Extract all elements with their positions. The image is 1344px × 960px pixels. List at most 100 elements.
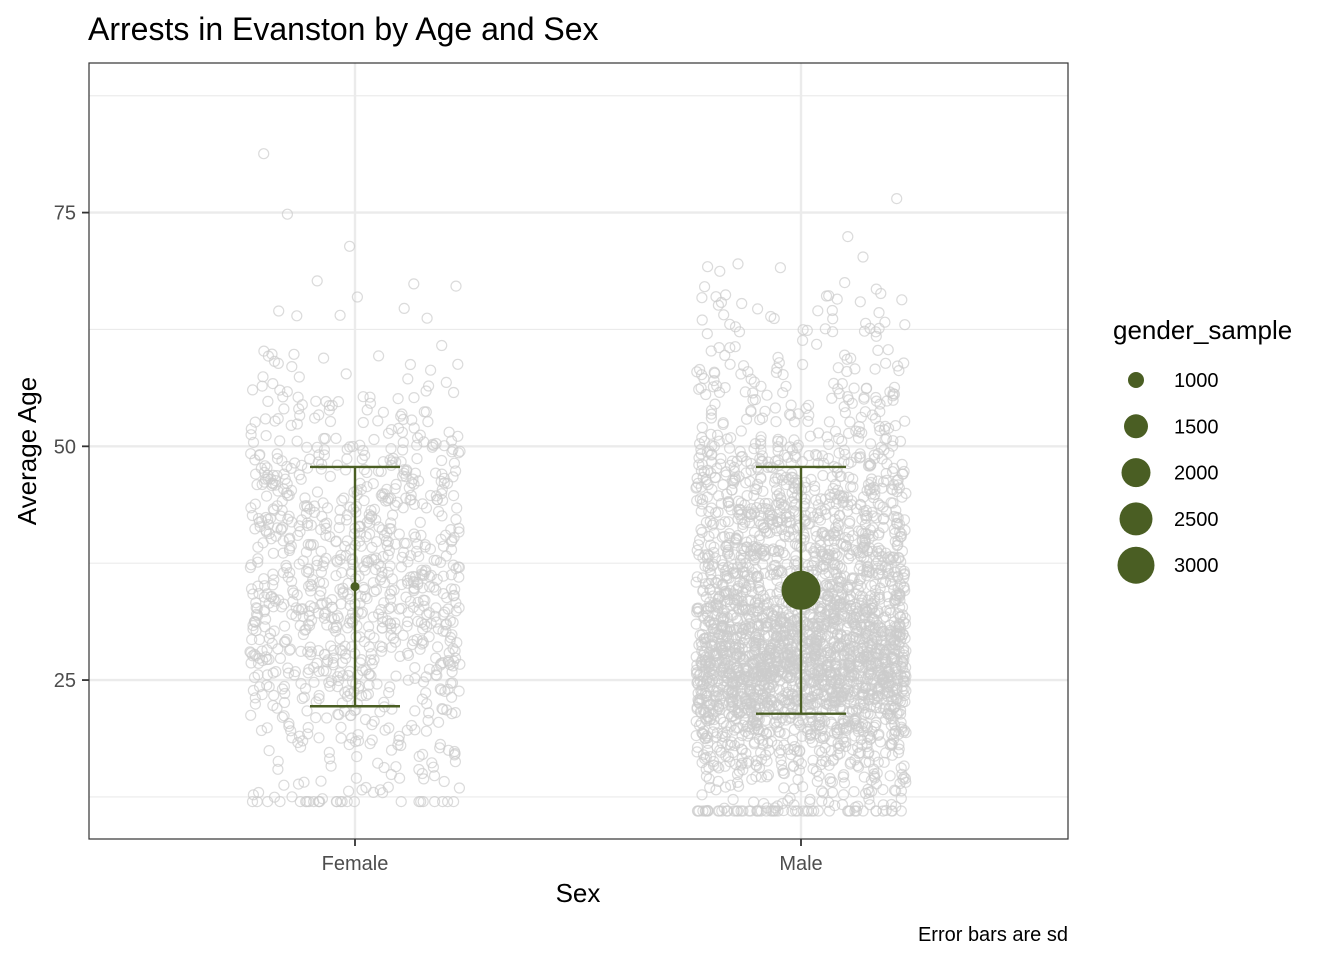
jitter-point — [296, 692, 308, 705]
jitter-point — [858, 505, 870, 517]
jitter-point — [450, 597, 462, 609]
jitter-point — [315, 545, 327, 557]
jitter-point — [382, 781, 394, 793]
jitter-point — [810, 765, 823, 777]
jitter-point — [855, 721, 868, 734]
legend-key — [1124, 414, 1148, 439]
jitter-point — [330, 432, 342, 444]
jitter-point — [788, 416, 801, 428]
jitter-point — [268, 574, 280, 586]
jitter-point — [713, 590, 726, 602]
jitter-point — [336, 494, 348, 507]
jitter-point — [275, 510, 287, 522]
jitter-point — [287, 584, 299, 596]
jitter-point — [892, 539, 904, 551]
jitter-point — [852, 432, 865, 444]
jitter-point — [420, 687, 432, 699]
jitter-point — [440, 529, 452, 541]
jitter-point — [759, 405, 771, 417]
jitter-point — [364, 528, 376, 540]
jitter-point — [712, 490, 725, 502]
legend-label: 1500 — [1174, 416, 1219, 438]
jitter-point — [745, 697, 757, 709]
jitter-point — [849, 730, 861, 742]
jitter-point — [281, 633, 293, 646]
jitter-point — [838, 570, 850, 582]
jitter-point — [729, 704, 741, 716]
jitter-point — [726, 455, 738, 467]
jitter-point — [803, 450, 815, 462]
jitter-point — [302, 618, 314, 630]
jitter-point — [890, 554, 902, 567]
jitter-point — [428, 770, 441, 782]
jitter-point — [832, 433, 845, 445]
jitter-point — [698, 632, 710, 645]
jitter-point — [718, 631, 730, 643]
jitter-point — [367, 786, 379, 799]
jitter-point — [247, 384, 259, 396]
jitter-point — [358, 561, 370, 573]
jitter-point — [709, 398, 721, 410]
jitter-point — [791, 745, 803, 757]
jitter-point — [748, 489, 760, 501]
legend-key — [1128, 372, 1144, 388]
jitter-point — [701, 715, 713, 727]
jitter-point — [408, 278, 420, 290]
jitter-point — [695, 382, 707, 394]
jitter-point — [842, 458, 854, 470]
jitter-point — [808, 480, 821, 492]
jitter-point — [263, 632, 275, 644]
jitter-point — [850, 425, 862, 437]
jitter-point — [717, 417, 729, 429]
jitter-point — [690, 668, 703, 680]
jitter-point — [361, 466, 373, 479]
jitter-point — [843, 644, 855, 656]
jitter-point — [449, 583, 461, 595]
jitter-point — [695, 717, 707, 729]
jitter-point — [839, 277, 851, 289]
jitter-point — [828, 612, 840, 625]
jitter-point — [833, 447, 845, 459]
jitter-point — [295, 473, 307, 485]
jitter-point — [416, 582, 429, 594]
jitter-point — [729, 473, 741, 485]
jitter-point — [852, 800, 864, 812]
jitter-point — [392, 739, 404, 751]
jitter-point — [321, 619, 333, 631]
jitter-point — [759, 630, 771, 642]
jitter-point — [334, 513, 346, 526]
jitter-point — [772, 805, 784, 817]
jitter-point — [877, 476, 890, 488]
jitter-point — [333, 521, 345, 534]
jitter-point — [768, 476, 781, 488]
jitter-point — [855, 676, 868, 688]
jitter-point — [706, 448, 718, 460]
jitter-point — [823, 567, 835, 579]
jitter-point — [863, 793, 875, 805]
jitter-point — [247, 588, 259, 600]
jitter-point — [816, 755, 828, 767]
jitter-point — [735, 743, 748, 755]
jitter-point — [250, 468, 262, 480]
jitter-point — [283, 510, 295, 522]
jitter-point — [898, 683, 910, 695]
jitter-point — [762, 497, 774, 510]
jitter-point — [707, 708, 719, 720]
jitter-point — [736, 450, 749, 463]
jitter-point — [293, 371, 305, 383]
jitter-point — [314, 590, 326, 602]
jitter-point — [879, 357, 892, 369]
jitter-point — [266, 348, 278, 360]
jitter-point — [821, 698, 834, 711]
jitter-point — [745, 404, 757, 416]
jitter-point — [844, 590, 857, 602]
jitter-point — [858, 325, 871, 337]
jitter-point — [735, 705, 748, 718]
jitter-point — [758, 679, 770, 691]
jitter-point — [258, 148, 270, 160]
jitter-point — [755, 431, 767, 443]
jitter-point — [320, 606, 332, 619]
jitter-point — [305, 539, 317, 552]
jitter-point — [437, 703, 449, 716]
jitter-point — [836, 435, 848, 447]
